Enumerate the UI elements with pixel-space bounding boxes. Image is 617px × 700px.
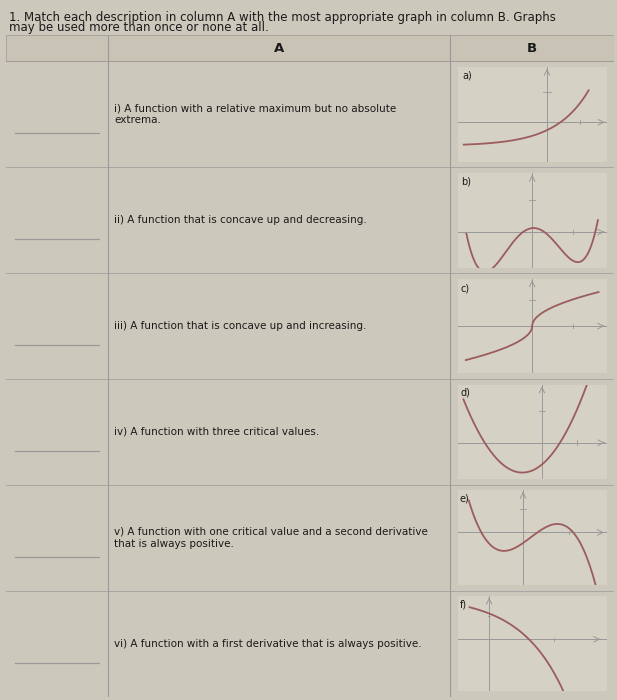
Text: v) A function with one critical value and a second derivative
that is always pos: v) A function with one critical value an… [114,527,428,549]
Text: iv) A function with three critical values.: iv) A function with three critical value… [114,427,320,437]
Text: c): c) [460,283,470,293]
Bar [6,35,614,62]
Text: 1. Match each description in column A with the most appropriate graph in column : 1. Match each description in column A wi… [9,10,556,24]
Text: f): f) [460,600,467,610]
Text: a): a) [462,70,472,80]
Text: b): b) [461,177,471,187]
Text: ii) A function that is concave up and decreasing.: ii) A function that is concave up and de… [114,215,366,225]
Text: may be used more than once or none at all.: may be used more than once or none at al… [9,21,269,34]
Text: e): e) [460,494,470,503]
Text: i) A function with a relative maximum but no absolute
extrema.: i) A function with a relative maximum bu… [114,104,396,125]
Text: A: A [274,42,284,55]
Text: d): d) [461,388,471,398]
Text: vi) A function with a first derivative that is always positive.: vi) A function with a first derivative t… [114,638,421,649]
Text: iii) A function that is concave up and increasing.: iii) A function that is concave up and i… [114,321,366,331]
Text: B: B [527,42,537,55]
